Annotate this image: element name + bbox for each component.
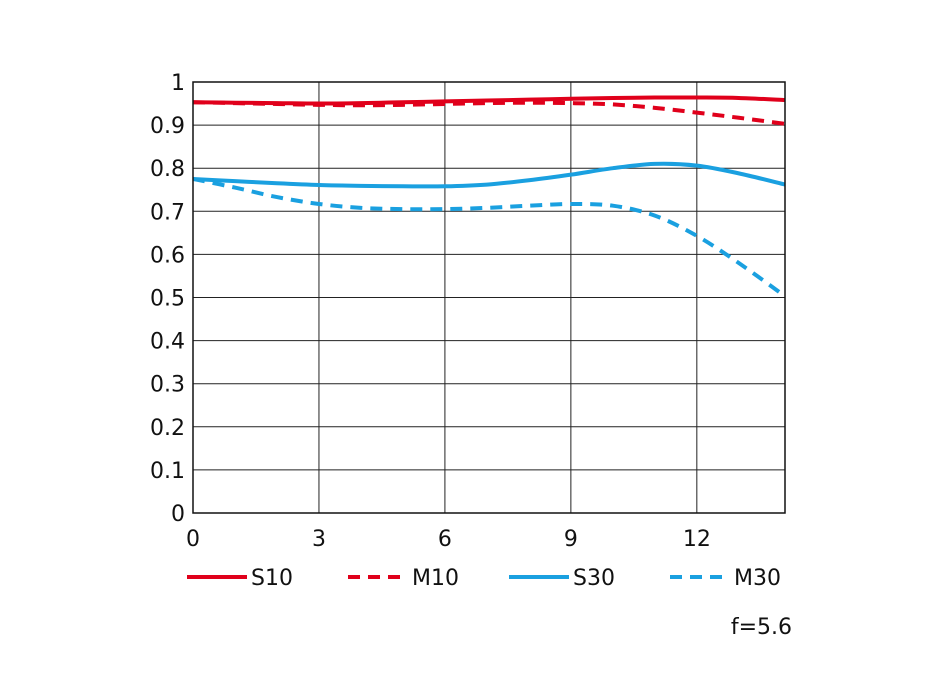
x-tick-label: 6	[438, 527, 452, 552]
y-tick-label: 0.4	[150, 330, 185, 355]
y-tick-label: 0.3	[150, 373, 185, 398]
legend: S10 M10 S30 M30	[187, 566, 781, 591]
series-line-m30	[192, 177, 787, 298]
y-tick-label: 1	[171, 71, 185, 96]
x-axis-ticks: 0 3 6 9 12	[186, 527, 711, 552]
aperture-note: f=5.6	[731, 615, 792, 640]
y-tick-label: 0.9	[150, 114, 185, 139]
y-axis-ticks: 0 0.1 0.2 0.3 0.4 0.5 0.6 0.7 0.8 0.9 1	[150, 71, 185, 527]
x-tick-label: 9	[564, 527, 578, 552]
x-tick-label: 12	[683, 527, 711, 552]
x-tick-label: 3	[312, 527, 326, 552]
y-tick-label: 0.6	[150, 243, 185, 268]
legend-label-m10: M10	[412, 566, 459, 591]
legend-label-m30: M30	[734, 566, 781, 591]
series-lines	[192, 95, 787, 298]
y-tick-label: 0.8	[150, 157, 185, 182]
series-line-s30	[192, 161, 786, 189]
y-tick-label: 0.5	[150, 287, 185, 312]
y-tick-label: 0	[171, 502, 185, 527]
plot-frame	[192, 81, 786, 514]
y-tick-label: 0.7	[150, 200, 185, 225]
grid	[192, 81, 785, 514]
y-tick-label: 0.1	[150, 459, 185, 484]
legend-label-s10: S10	[251, 566, 293, 591]
x-tick-label: 0	[186, 527, 200, 552]
series-line-m10	[192, 100, 786, 126]
series-line-s10	[192, 95, 786, 106]
y-tick-label: 0.2	[150, 416, 185, 441]
legend-label-s30: S30	[573, 566, 615, 591]
